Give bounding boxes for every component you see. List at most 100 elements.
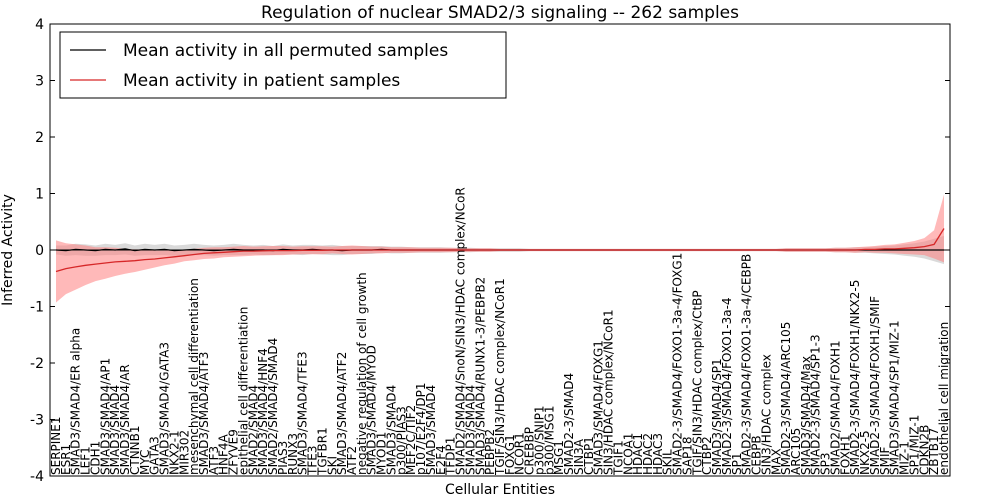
category-label: TFE3 (306, 446, 320, 476)
category-label: MIZ-1 (898, 441, 912, 475)
category-label: FOXH1 (838, 435, 852, 475)
category-label: CREBBP (523, 427, 537, 475)
category-label: MEF2C/TIF2 (404, 405, 418, 475)
category-label: SMAD3/SMAD4/ATF2 (335, 352, 349, 475)
category-label: SMAD3/SMAD4/SP1/MIZ-1 (888, 320, 902, 475)
category-label: TGIF1 (611, 440, 625, 476)
category-label: NKX2-5 (858, 430, 872, 475)
category-label: epithelial cell differentiation (237, 307, 251, 475)
category-label: MIR302 (177, 430, 191, 475)
legend-label-patient: Mean activity in patient samples (123, 71, 400, 91)
band-series-1 (56, 194, 944, 303)
category-label: E2F4 (434, 445, 448, 475)
category-label: SMAD2/SMAD4 (246, 385, 260, 475)
category-label: SERPINE1 (49, 416, 63, 475)
category-label: FOXG1 (503, 434, 517, 475)
category-label: SAP18 (681, 436, 695, 475)
category-label: SMAD3/SMAD4/RUNX1-3/PEBPB2 (473, 277, 487, 475)
category-label: SMAD3/SMAD4/ER alpha (69, 328, 83, 475)
category-label: TGIF/SIN3/HDAC complex/NCoR1 (493, 278, 507, 476)
category-label: RUNX3 (286, 433, 300, 475)
y-tick-label: 4 (35, 17, 44, 33)
category-label: SKIL (661, 449, 675, 475)
category-label: LEF1 (79, 446, 93, 475)
y-tick-label: 3 (35, 74, 44, 90)
category-label: p300/MSG1 (542, 406, 556, 475)
category-label: MSG1 (552, 440, 566, 475)
category-label: CTNNB1 (128, 425, 142, 475)
category-label: p300/SNIP1 (533, 405, 547, 475)
category-label: HNF4A (217, 433, 231, 475)
category-label: SMAD3/SMAD4/HNF4 (256, 348, 270, 475)
category-label: SP1/MIZ-1 (907, 415, 921, 475)
category-label: SMAD3/SMAD4/GATA3 (158, 342, 172, 475)
category-label: mesenchymal cell differentiation (187, 278, 201, 475)
y-tick-label: -2 (30, 356, 44, 372)
category-label: negative regulation of cell growth (355, 272, 369, 475)
category-label: SMAD3/SMAD4/ATF3 (197, 352, 211, 475)
category-label: SIN3/HDAC complex/NCoR1 (602, 309, 616, 475)
category-label: SIN3A (572, 438, 586, 475)
category-label: NKX2-1 (167, 430, 181, 475)
chart-title: Regulation of nuclear SMAD2/3 signaling … (261, 3, 739, 23)
y-tick-label: -1 (30, 300, 44, 316)
category-label: ZBTB17 (927, 428, 941, 475)
category-label: NCOA1 (621, 433, 635, 475)
category-label: SMAD2-3/SMAD4/SP1-3 (809, 334, 823, 475)
category-label: SMIF (878, 446, 892, 475)
y-tick-label: 1 (35, 187, 44, 203)
category-label: ARC105 (789, 428, 803, 475)
category-label: SMAD3/SMAD4/SP1 (710, 358, 724, 475)
category-label: SMAD2-3/SMAD4/FOXH1/SMIF (868, 296, 882, 475)
category-label: CTBP2 (700, 436, 714, 475)
category-label: HDAC3 (651, 433, 665, 475)
legend: Mean activity in all permuted samples Me… (59, 31, 507, 99)
category-label: TGIF/SIN3/HDAC complex/CtBP (690, 290, 704, 476)
category-label: CTBP1 (582, 436, 596, 475)
category-label: SMAD3/SMAD4/MYOD (365, 345, 379, 475)
category-label: SMAD3/SMAD4 (463, 385, 477, 475)
y-tick-label: -3 (30, 413, 44, 429)
category-label: GATA3 (148, 436, 162, 475)
category-label: HDAC2 (641, 433, 655, 475)
category-label: SMAD2-3/SMAD4 (562, 373, 576, 475)
category-label: MAX (769, 448, 783, 475)
category-label: CDKN2B (917, 425, 931, 475)
category-label: SMAD3/SMAD4 (108, 385, 122, 475)
category-label: PEBPB2 (483, 429, 497, 475)
category-label: SMAD2-3/SMAD4/FOXO1-3a-4/CEBPB (740, 254, 754, 475)
category-label: p107/E2F4/DP1 (414, 383, 428, 475)
category-label: ESR1 (59, 444, 73, 475)
category-label: SMAD2/SMAD4/SnoN/SIN3/HDAC complex/NCoR (454, 187, 468, 475)
line-series-1 (55, 228, 945, 273)
legend-label-permuted: Mean activity in all permuted samples (123, 41, 448, 61)
category-label: MYOD1 (375, 432, 389, 475)
category-label: TFDP1 (444, 437, 458, 476)
y-tick-label: 2 (35, 130, 44, 146)
category-label: CEBPB (750, 435, 764, 475)
legend-box (59, 31, 507, 99)
category-label: ZFYVE9 (227, 429, 241, 475)
category-label: NCOR1 (513, 432, 527, 475)
y-tick-label: -4 (30, 469, 44, 485)
x-axis-label: Cellular Entities (445, 482, 555, 498)
category-label: PIAS3 (276, 441, 290, 475)
category-label: SMAD2/SMAD4/FOXH1 (829, 340, 843, 475)
category-label: SIN3/HDAC complex (759, 354, 773, 475)
category-label: SMAD2-3/SMAD4/FOXO1-3a-4/FOXG1 (671, 253, 685, 475)
series-lines (50, 228, 950, 273)
y-tick-label: 0 (35, 243, 44, 259)
category-label: TGFBR1 (315, 427, 329, 476)
category-label: SMAD2-3/SMAD4/ARC105 (779, 322, 793, 475)
y-axis-label: Inferred Activity (0, 194, 16, 306)
category-label: SMAD3/SMAD4 (424, 385, 438, 475)
category-label: SMAD2-3/SMAD4/FOXH1/NKX2-5 (848, 280, 862, 475)
category-label: endothelial cell migration (937, 322, 951, 475)
category-label: SP1 (730, 453, 744, 476)
category-label: SMAD3/SMAD4/FOXG1 (592, 340, 606, 475)
category-label: SMAD2/SMAD4/SMAD4 (266, 338, 280, 475)
category-label: SMAD3/SMAD4/AP1 (98, 358, 112, 475)
category-label: SMAD3/SMAD4/Max (799, 356, 813, 475)
